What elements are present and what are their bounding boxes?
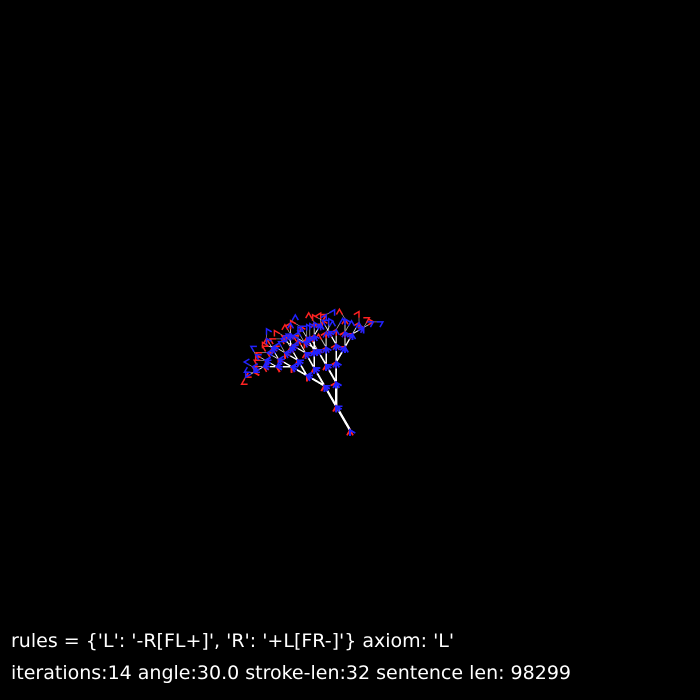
minus-turn-marker: [325, 346, 332, 354]
turn-marker-layer: [240, 307, 385, 436]
minus-turn-marker: [282, 335, 290, 342]
minus-turn-marker: [289, 346, 297, 354]
plus-turn-marker: [311, 313, 319, 321]
minus-turn-marker: [270, 347, 279, 354]
plus-turn-marker: [305, 311, 313, 319]
minus-turn-marker: [263, 356, 271, 364]
minus-turn-marker: [254, 353, 262, 361]
minus-turn-marker: [297, 338, 304, 346]
plus-turn-marker: [268, 338, 277, 345]
minus-turn-marker: [289, 333, 297, 341]
minus-turn-marker: [265, 337, 273, 345]
minus-turn-marker: [332, 360, 340, 368]
minus-turn-marker: [277, 340, 285, 348]
minus-turn-marker: [376, 321, 385, 328]
minus-turn-marker: [327, 317, 335, 325]
minus-turn-marker: [253, 366, 260, 374]
minus-turn-marker: [309, 322, 316, 330]
minus-turn-marker: [347, 319, 356, 327]
minus-turn-marker: [291, 313, 299, 321]
minus-turn-marker: [249, 345, 257, 352]
minus-turn-marker: [320, 313, 328, 321]
minus-turn-marker: [305, 371, 313, 380]
minus-turn-marker: [304, 352, 312, 359]
minus-turn-marker: [305, 336, 313, 344]
plus-turn-marker: [240, 378, 248, 385]
minus-turn-marker: [262, 361, 270, 368]
plus-turn-marker: [314, 332, 323, 340]
minus-turn-marker: [313, 366, 320, 374]
plus-turn-marker: [363, 317, 371, 324]
minus-turn-marker: [341, 345, 349, 353]
minus-turn-marker: [335, 343, 342, 351]
plus-turn-marker: [315, 311, 322, 320]
minus-turn-marker: [286, 321, 295, 329]
minus-turn-marker: [346, 332, 354, 340]
plus-turn-marker: [281, 323, 289, 331]
minus-turn-marker: [317, 322, 325, 330]
minus-turn-marker: [305, 323, 313, 331]
minus-turn-marker: [313, 349, 320, 357]
minus-turn-marker: [344, 317, 351, 325]
rules-label: rules = {'L': '-R[FL+]', 'R': '+L[FR-]'}…: [11, 630, 455, 652]
minus-turn-marker: [309, 335, 316, 343]
minus-turn-marker: [283, 349, 291, 357]
minus-turn-marker: [242, 358, 250, 366]
plus-turn-marker: [261, 345, 269, 352]
minus-turn-marker: [298, 325, 307, 332]
minus-turn-marker: [355, 321, 363, 329]
minus-turn-marker: [334, 405, 343, 412]
minus-turn-marker: [244, 371, 252, 379]
minus-turn-marker: [310, 333, 318, 342]
minus-turn-marker: [243, 366, 251, 374]
minus-turn-marker: [290, 363, 298, 371]
plus-turn-marker: [335, 307, 344, 315]
minus-turn-marker: [358, 326, 365, 334]
minus-turn-marker: [344, 330, 351, 338]
minus-turn-marker: [329, 308, 336, 316]
minus-turn-marker: [328, 319, 337, 327]
minus-turn-marker: [335, 381, 342, 389]
minus-turn-marker: [327, 330, 335, 338]
minus-turn-marker: [296, 359, 304, 366]
minus-turn-marker: [324, 364, 333, 371]
minus-turn-marker: [265, 327, 273, 335]
plus-turn-marker: [353, 310, 360, 318]
minus-turn-marker: [332, 328, 340, 336]
minus-turn-marker: [349, 428, 356, 436]
plus-turn-marker: [273, 329, 280, 337]
parameters-label: iterations:14 angle:30.0 stroke-len:32 s…: [11, 662, 571, 684]
minus-turn-marker: [313, 321, 320, 329]
minus-turn-marker: [367, 321, 375, 328]
minus-turn-marker: [275, 361, 283, 368]
minus-turn-marker: [323, 384, 331, 392]
minus-turn-marker: [265, 349, 273, 357]
minus-turn-marker: [277, 358, 285, 365]
